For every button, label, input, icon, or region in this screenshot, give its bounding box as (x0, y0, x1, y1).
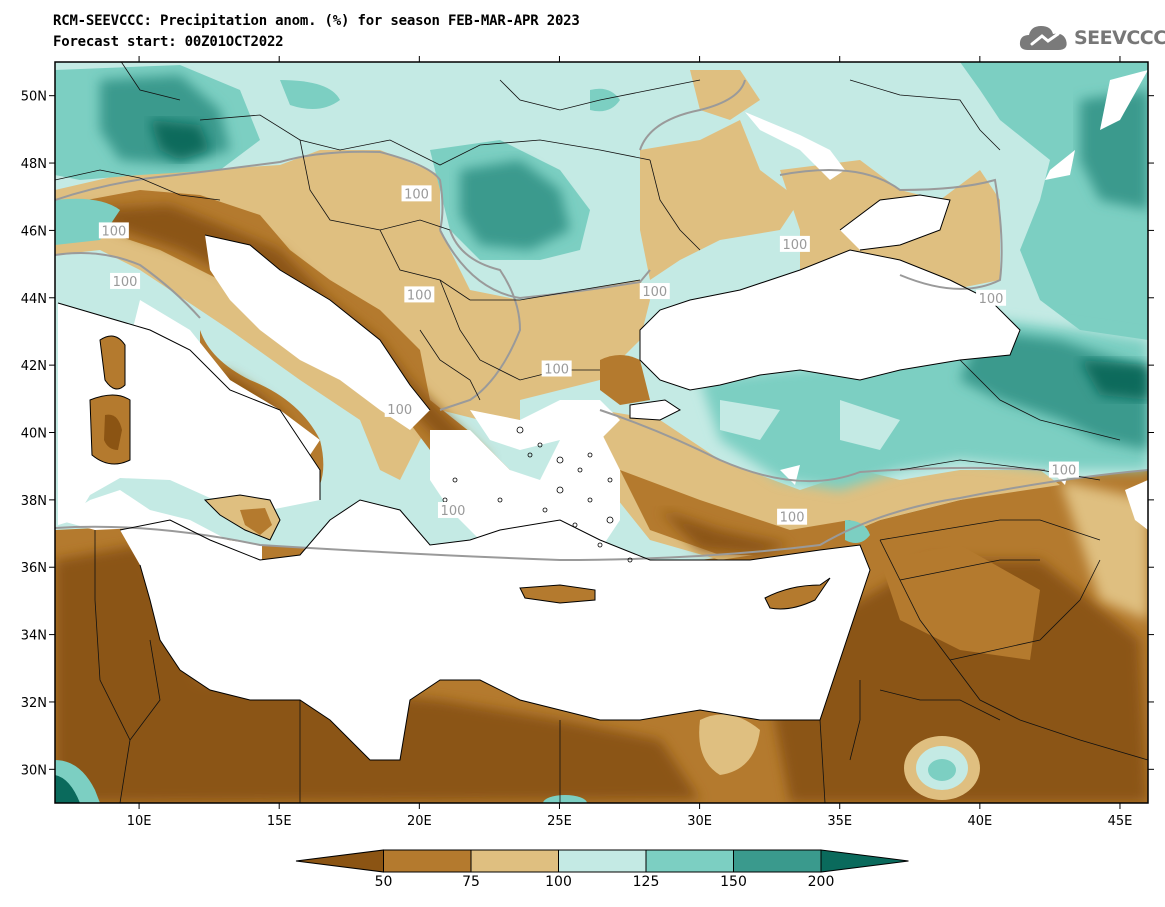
colorbar (295, 849, 909, 873)
wet-region-caucasus (700, 320, 1148, 490)
contour-label-bg (401, 185, 432, 202)
contour-label-text: 100 (441, 504, 466, 519)
colorbar-segment (470, 849, 559, 873)
contour-label-text: 100 (979, 292, 1004, 307)
contour-label: 100 (777, 508, 808, 526)
lon-tick-label: 40E (967, 814, 992, 829)
contour-label: 100 (1048, 461, 1079, 479)
colorbar-label: 100 (545, 874, 572, 890)
lon-tick-label: 10E (127, 814, 152, 829)
latitude-axis: 50N 48N 46N 44N 42N 40N 38N 36N 34N 32N 30N (21, 90, 1154, 778)
colorbar-segment (383, 849, 472, 873)
lat-tick-label: 46N (21, 224, 47, 239)
contour-label-bg (110, 272, 141, 289)
map-title: RCM-SEEVCCC: Precipitation anom. (%) for… (53, 13, 580, 29)
islands (90, 336, 870, 609)
contour-label-bg (384, 400, 415, 417)
contour-labels: 100 100 100 100 100 100 100 100 100 100 100 100 (98, 185, 1079, 526)
contour-label-text: 100 (404, 187, 429, 202)
lat-tick-label: 50N (21, 90, 47, 105)
lon-tick-label: 15E (267, 814, 292, 829)
colorbar-segment (645, 849, 734, 873)
contour-label-bg (404, 286, 435, 303)
coastlines (57, 194, 1021, 761)
sea-areas (58, 70, 1148, 760)
contour-label-text: 100 (780, 511, 805, 526)
contour-label: 100 (110, 272, 141, 290)
contour-label: 100 (541, 360, 572, 378)
lat-tick-label: 48N (21, 157, 47, 172)
cloud-icon (1019, 26, 1067, 50)
contour-label: 100 (639, 283, 670, 300)
contour-label-text: 100 (642, 285, 667, 300)
contour-label: 100 (384, 400, 415, 418)
lat-tick-label: 38N (21, 494, 47, 509)
colorbar-right-arrow (820, 849, 909, 873)
contour-label: 100 (779, 235, 810, 253)
colorbar-label: 75 (462, 874, 480, 890)
contour-label-bg (779, 235, 810, 252)
contour-label: 100 (437, 501, 468, 519)
map-field: 100 100 100 100 100 100 100 100 100 100 100 100 (55, 62, 1148, 803)
contour-label-text: 100 (387, 403, 412, 418)
contour-label-bg (541, 360, 572, 377)
aegean-islands (442, 426, 633, 563)
contour-label-bg (437, 501, 468, 518)
colorbar-left-arrow (295, 849, 384, 873)
lat-tick-label: 42N (21, 359, 47, 374)
lon-tick-label: 35E (827, 814, 852, 829)
lat-tick-label: 36N (21, 561, 47, 576)
wet-region-north (55, 62, 1148, 340)
contour-label-text: 100 (782, 238, 807, 253)
colorbar-segment (733, 849, 822, 873)
lat-tick-label: 30N (21, 763, 47, 778)
contour-label: 100 (404, 286, 435, 303)
colorbar-label: 150 (720, 874, 747, 890)
contour-label-bg (98, 222, 129, 239)
longitude-axis: 10E 15E 20E 25E 30E 35E 40E 45E (127, 56, 1133, 829)
contour-label-text: 100 (1052, 464, 1077, 479)
lon-tick-label: 30E (687, 814, 712, 829)
contour-label-bg (639, 283, 670, 300)
seevccc-logo: SEEVCCC (1018, 22, 1165, 54)
lat-tick-label: 40N (21, 427, 47, 442)
lon-tick-label: 25E (547, 814, 572, 829)
contour-label-text: 100 (113, 275, 138, 290)
forecast-start-label: Forecast start: 00Z01OCT2022 (53, 34, 284, 50)
contour-label-bg (1048, 461, 1079, 478)
lon-tick-label: 45E (1108, 814, 1133, 829)
lat-tick-label: 34N (21, 629, 47, 644)
colorbar-label: 200 (807, 874, 835, 890)
contour-label-bg (976, 289, 1007, 306)
contour-label-bg (777, 508, 808, 525)
contour-label-text: 100 (101, 224, 126, 239)
contour-label: 100 (401, 185, 432, 202)
country-borders (55, 62, 1148, 803)
lat-tick-label: 44N (21, 292, 47, 307)
colorbar-segment (558, 849, 647, 873)
colorbar-label: 50 (374, 874, 393, 890)
lat-tick-label: 32N (21, 696, 47, 711)
lon-tick-label: 20E (407, 814, 432, 829)
contour-label-text: 100 (544, 363, 569, 378)
contour-label-text: 100 (407, 288, 432, 303)
logo-text: SEEVCCC (1074, 27, 1165, 49)
colorbar-label: 125 (632, 874, 660, 890)
contour-label: 100 (98, 222, 129, 239)
contour-label: 100 (976, 289, 1007, 307)
